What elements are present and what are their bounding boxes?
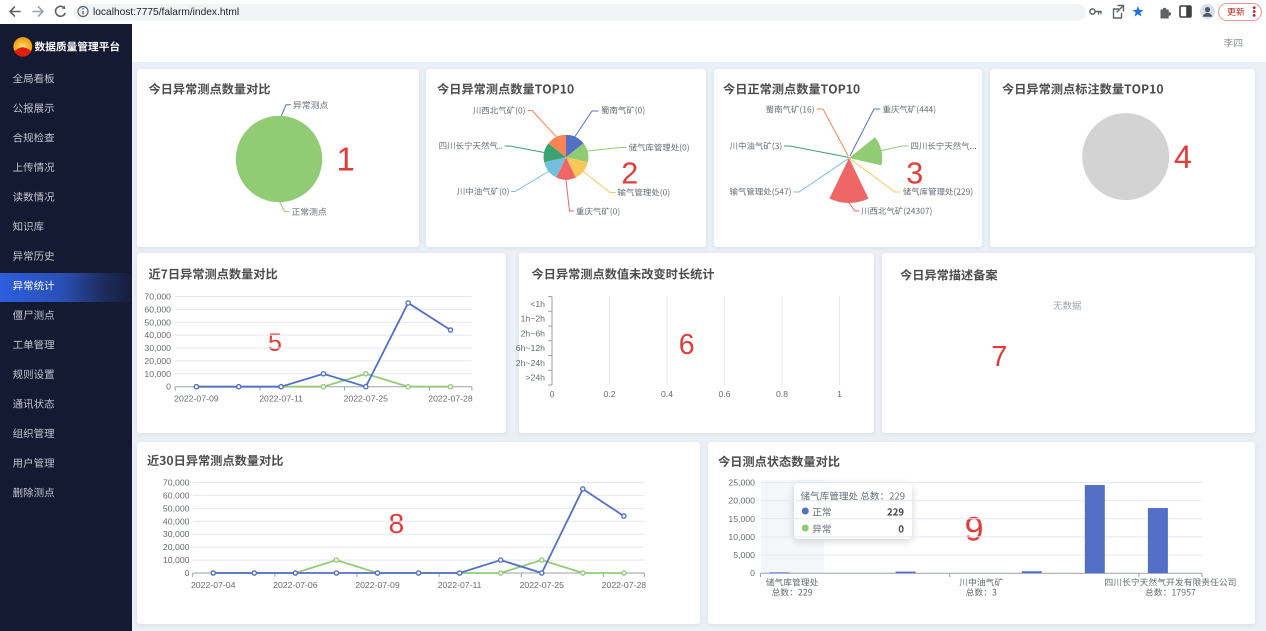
svg-text:0: 0 [185, 568, 190, 578]
svg-text:1h~2h: 1h~2h [521, 314, 546, 324]
svg-text:70,000: 70,000 [163, 477, 190, 487]
svg-text:0.2: 0.2 [603, 389, 615, 399]
svg-text:2022-07-11: 2022-07-11 [438, 580, 482, 590]
svg-text:0.6: 0.6 [718, 389, 730, 399]
svg-text:40,000: 40,000 [163, 516, 190, 526]
svg-text:<1h: <1h [530, 299, 545, 309]
svg-text:10,000: 10,000 [163, 555, 190, 565]
svg-text:6h~12h: 6h~12h [516, 343, 545, 353]
svg-text:0: 0 [750, 568, 755, 578]
svg-text:8: 8 [389, 508, 405, 539]
svg-text:70,000: 70,000 [144, 292, 171, 302]
svg-text:30,000: 30,000 [144, 343, 171, 353]
svg-text:50,000: 50,000 [144, 317, 171, 327]
svg-text:6: 6 [679, 329, 695, 361]
svg-text:20,000: 20,000 [163, 542, 190, 552]
svg-text:50,000: 50,000 [163, 503, 190, 513]
svg-text:15,000: 15,000 [728, 514, 755, 524]
svg-text:30,000: 30,000 [163, 529, 190, 539]
svg-text:0: 0 [166, 382, 171, 392]
svg-text:2022-07-11: 2022-07-11 [259, 394, 303, 404]
svg-text:10,000: 10,000 [144, 369, 171, 379]
svg-text:1: 1 [837, 389, 842, 399]
svg-text:60,000: 60,000 [163, 490, 190, 500]
svg-text:10,000: 10,000 [728, 532, 755, 542]
svg-text:0.4: 0.4 [661, 389, 673, 399]
svg-text:3: 3 [906, 157, 923, 191]
svg-text:9: 9 [965, 511, 984, 549]
svg-text:0.8: 0.8 [776, 389, 788, 399]
svg-text:40,000: 40,000 [144, 330, 171, 340]
svg-text:2022-07-06: 2022-07-06 [273, 580, 318, 590]
svg-text:2h~6h: 2h~6h [521, 328, 546, 338]
svg-text:4: 4 [1174, 139, 1192, 175]
svg-text:1: 1 [337, 141, 355, 178]
svg-text:2h~24h: 2h~24h [516, 358, 545, 368]
svg-text:20,000: 20,000 [728, 496, 755, 506]
svg-text:5,000: 5,000 [733, 550, 755, 560]
svg-text:2022-07-28: 2022-07-28 [428, 394, 473, 404]
svg-text:5: 5 [268, 329, 282, 357]
svg-text:25,000: 25,000 [728, 478, 755, 488]
svg-text:2022-07-25: 2022-07-25 [344, 394, 389, 404]
svg-text:2022-07-09: 2022-07-09 [355, 580, 400, 590]
svg-text:>24h: >24h [525, 373, 545, 383]
svg-text:60,000: 60,000 [144, 304, 171, 314]
svg-text:2: 2 [621, 157, 638, 191]
svg-text:0: 0 [550, 389, 555, 399]
svg-text:2022-07-09: 2022-07-09 [174, 394, 219, 404]
svg-text:20,000: 20,000 [144, 356, 171, 366]
svg-text:2022-07-25: 2022-07-25 [520, 580, 565, 590]
svg-text:localhost:7775/falarm/index.ht: localhost:7775/falarm/index.html [93, 7, 239, 18]
svg-text:7: 7 [991, 341, 1007, 373]
svg-text:2022-07-28: 2022-07-28 [602, 580, 647, 590]
svg-text:2022-07-04: 2022-07-04 [191, 580, 236, 590]
